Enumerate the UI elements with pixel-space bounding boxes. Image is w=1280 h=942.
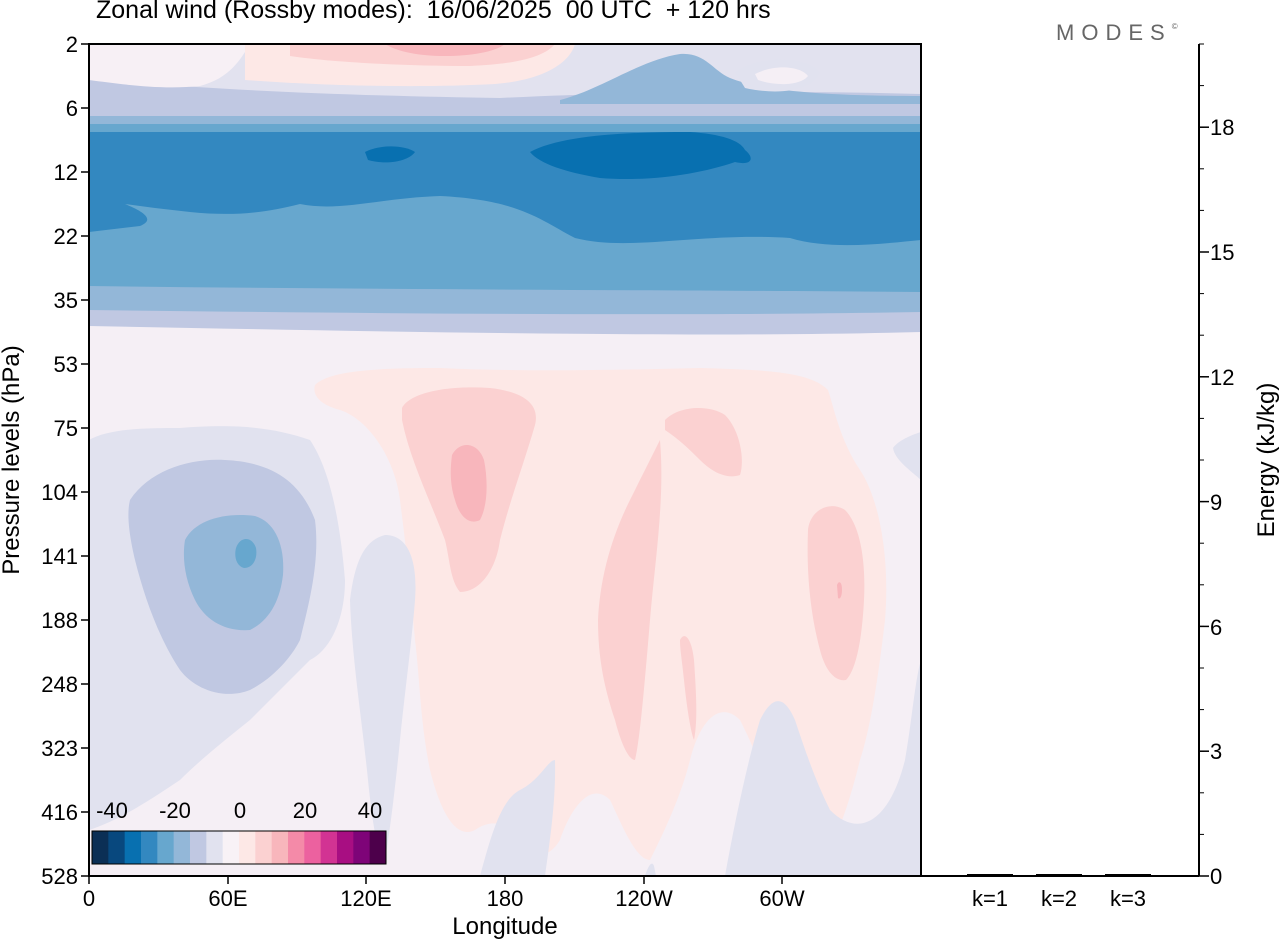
y-axis-label: Pressure levels (hPa) [0, 345, 25, 574]
y-tick-label: 75 [54, 416, 78, 441]
energy-tick-label: 0 [1210, 864, 1222, 889]
colorbar-label: -40 [96, 798, 128, 823]
colorbar-label: 20 [293, 798, 317, 823]
y-tick-label: 323 [41, 736, 78, 761]
colorbar-label: -20 [159, 798, 191, 823]
colorbar-swatch [304, 831, 322, 864]
contour-upper-left-light [89, 44, 250, 88]
colorbar-swatch [369, 831, 387, 864]
y-tick-label: 22 [54, 224, 78, 249]
y-tick-labels: 2 6 12 22 35 53 75 104 141 188 248 323 4… [41, 32, 78, 889]
colorbar-swatch [141, 831, 158, 864]
contour-easterly-column-left [350, 535, 416, 860]
y-tick-label: 6 [66, 96, 78, 121]
y-tick-label: 2 [66, 32, 78, 57]
contour-easterly-tropo-core [235, 539, 257, 568]
y-axis [81, 43, 89, 877]
y-tick-label: 12 [54, 160, 78, 185]
contour-easterly-jet-core [530, 132, 751, 180]
colorbar-label: 40 [358, 798, 382, 823]
colorbar-swatch [190, 831, 207, 864]
energy-panel [920, 43, 1209, 877]
chart-title: Zonal wind (Rossby modes): 16/06/2025 00… [96, 0, 771, 24]
modes-logo: MODES© [1056, 20, 1178, 46]
contour-easterly-tropo-inner [183, 515, 284, 631]
colorbar-swatch [173, 831, 191, 864]
contour-westerly-top-core [385, 44, 505, 56]
y-tick-label: 141 [41, 544, 78, 569]
energy-tick-label: 9 [1210, 490, 1222, 515]
colorbar-swatch [337, 831, 354, 864]
colorbar-frame [91, 830, 387, 865]
y-tick-label: 35 [54, 288, 78, 313]
colorbar-swatch [353, 831, 371, 864]
energy-category-label: k=3 [1110, 886, 1146, 911]
x-tick-labels: 0 60E 120E 180 120W 60W [83, 886, 805, 911]
contour-westerly-tongue [598, 440, 662, 760]
contour-westerly-small-cell [665, 408, 742, 477]
energy-tick-label: 18 [1210, 115, 1234, 140]
contour-easterly-column-right [725, 660, 921, 876]
x-axis-label: Longitude [452, 913, 557, 940]
contour-westerly-cell-core [450, 444, 487, 522]
contour-easterly-small-core [365, 146, 415, 163]
contour-plot [89, 44, 921, 876]
colorbar-swatch [92, 831, 109, 864]
energy-bar [1036, 874, 1082, 876]
x-axis [88, 876, 783, 884]
colorbar-swatch [157, 831, 175, 864]
energy-category-labels: k=1 k=2 k=3 [972, 886, 1146, 911]
energy-bar [1105, 874, 1151, 876]
colorbar-swatch [288, 831, 305, 864]
contour-westerly-east-cell [807, 506, 865, 681]
energy-axis-label: Energy (kJ/kg) [1253, 383, 1280, 538]
logo-text: MODES [1056, 20, 1172, 45]
contour-westerly-east-core [837, 582, 842, 599]
colorbar-swatch [239, 831, 256, 864]
x-tick-label: 60W [759, 886, 804, 911]
x-tick-label: 60E [208, 886, 247, 911]
x-tick-label: 0 [83, 886, 95, 911]
y-tick-label: 53 [54, 352, 78, 377]
y-tick-label: 104 [41, 480, 78, 505]
colorbar-swatch [108, 831, 126, 864]
contour-upper-white-spot [755, 67, 808, 85]
x-tick-label: 120E [340, 886, 391, 911]
energy-tick-label: 3 [1210, 739, 1222, 764]
colorbar-swatch [271, 831, 289, 864]
x-tick-label: 120W [615, 886, 673, 911]
colorbar [91, 830, 387, 865]
colorbar-swatch [206, 831, 224, 864]
colorbar-label: 0 [234, 798, 246, 823]
colorbar-labels: -40 -20 0 20 40 [96, 798, 382, 823]
energy-bar [967, 874, 1013, 876]
contour-easterly-column-mid [480, 760, 556, 876]
contour-easterly-edge-low [645, 863, 656, 876]
colorbar-swatch [124, 831, 142, 864]
logo-mark: © [1171, 22, 1178, 31]
x-tick-label: 180 [487, 886, 524, 911]
energy-tick-label: 15 [1210, 240, 1234, 265]
energy-tick-labels: 0 3 6 9 12 15 18 [1210, 115, 1234, 889]
contour-westerly-thin-tongue [680, 636, 697, 740]
y-tick-label: 248 [41, 672, 78, 697]
y-tick-label: 188 [41, 608, 78, 633]
energy-tick-label: 12 [1210, 365, 1234, 390]
colorbar-swatch [255, 831, 273, 864]
energy-tick-label: 6 [1210, 615, 1222, 640]
energy-category-label: k=2 [1041, 886, 1077, 911]
y-tick-label: 416 [41, 800, 78, 825]
y-tick-label: 528 [41, 864, 78, 889]
colorbar-swatch [222, 831, 240, 864]
energy-category-label: k=1 [972, 886, 1008, 911]
contour-easterly-edge-top [893, 432, 921, 480]
colorbar-swatch [320, 831, 338, 864]
